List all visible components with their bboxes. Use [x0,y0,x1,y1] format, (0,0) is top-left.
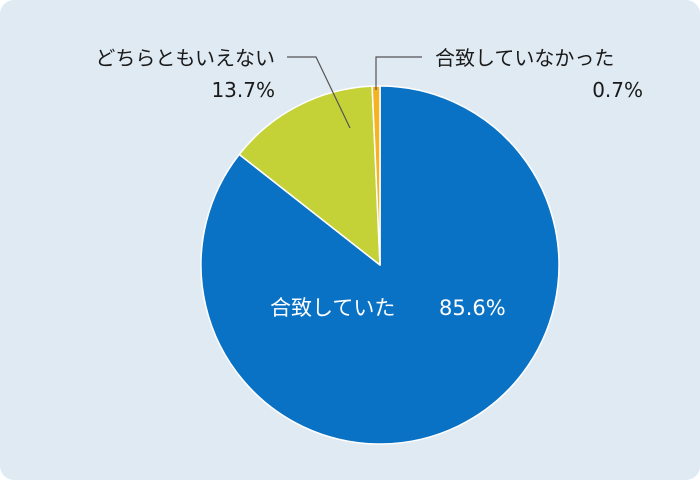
slice-value-matched: 85.6% [439,296,506,320]
slice-value-not-matched: 0.7% [592,78,643,102]
pie-slice-dochira [238,85,381,266]
leader-line-dochira [287,56,351,129]
slice-value-dochira: 13.7% [211,78,275,102]
leader-line-not-matched [375,56,422,90]
slice-label-matched: 合致していた [270,296,395,320]
slice-label-dochira: どちらともいえない [95,46,275,70]
slice-label-not-matched: 合致していなかった [435,46,614,70]
